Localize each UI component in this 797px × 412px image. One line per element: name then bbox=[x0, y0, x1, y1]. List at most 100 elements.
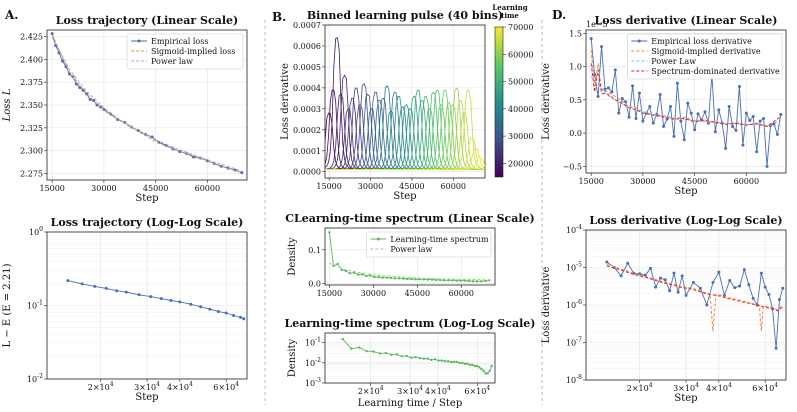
data-point bbox=[738, 284, 742, 288]
data-point bbox=[480, 280, 483, 283]
x-axis-label: Step bbox=[674, 393, 697, 404]
data-point bbox=[93, 284, 97, 288]
data-point bbox=[610, 90, 614, 94]
data-point bbox=[672, 271, 676, 275]
tick-label: 45000 bbox=[143, 184, 168, 193]
data-point bbox=[698, 286, 702, 290]
data-point bbox=[686, 101, 690, 105]
chart-title: Binned learning pulse (40 bins) bbox=[307, 9, 503, 22]
data-point bbox=[426, 278, 430, 281]
data-point bbox=[340, 268, 343, 272]
data-point bbox=[377, 275, 380, 279]
tick-label: 15000 bbox=[578, 177, 603, 186]
tick-label: 0.5 bbox=[569, 96, 582, 105]
data-point bbox=[734, 128, 738, 132]
data-point bbox=[486, 372, 489, 375]
data-point bbox=[691, 280, 695, 284]
data-point bbox=[619, 274, 623, 278]
legend: Empirical loss derivativeSigmoid-implied… bbox=[626, 33, 783, 80]
tick-label: 60000 bbox=[734, 177, 759, 186]
data-point bbox=[774, 346, 778, 350]
legend-marker bbox=[137, 39, 141, 43]
tick-label: 0.0003 bbox=[293, 105, 321, 114]
tick-label: 2.400 bbox=[20, 55, 43, 64]
data-point bbox=[747, 283, 751, 287]
tick-label: 4×104 bbox=[167, 381, 193, 392]
tick-label: 2×104 bbox=[358, 385, 384, 396]
data-point bbox=[484, 279, 487, 283]
legend-entry: Power Law bbox=[651, 57, 696, 66]
plot-frame bbox=[585, 29, 787, 174]
plot-frame bbox=[324, 227, 496, 286]
data-point bbox=[748, 118, 752, 122]
data-point bbox=[397, 277, 401, 280]
data-point bbox=[192, 155, 196, 159]
tick-label: −0.5 bbox=[563, 162, 582, 171]
data-point bbox=[50, 32, 54, 36]
series-line bbox=[606, 264, 784, 332]
data-point bbox=[440, 359, 443, 362]
data-point bbox=[763, 285, 767, 289]
data-point bbox=[341, 337, 344, 341]
data-point bbox=[641, 119, 645, 123]
data-point bbox=[115, 289, 119, 293]
tick-label: 0.0002 bbox=[293, 126, 321, 135]
data-point bbox=[393, 277, 397, 280]
x-axis-label: Step bbox=[674, 186, 697, 197]
series-line bbox=[342, 338, 493, 374]
data-point bbox=[724, 146, 728, 150]
x-axis-label: Step bbox=[135, 193, 158, 204]
legend-entry: Power law bbox=[151, 57, 193, 66]
x-axis-label: Learning time / Step bbox=[358, 398, 463, 409]
data-point bbox=[414, 355, 417, 359]
data-point bbox=[713, 130, 717, 134]
data-point bbox=[775, 132, 779, 136]
y-axis-label: Loss derivative bbox=[280, 63, 291, 140]
tick-label: 0.0001 bbox=[293, 147, 321, 156]
data-point bbox=[434, 278, 438, 282]
colorbar-label: Learning time bbox=[492, 3, 527, 20]
panel-label-d: D. bbox=[552, 8, 566, 22]
data-point bbox=[446, 360, 450, 363]
tick-label: 0.0007 bbox=[293, 21, 321, 30]
data-point bbox=[471, 363, 474, 366]
data-point bbox=[124, 290, 128, 294]
tick-label: 2.325 bbox=[20, 124, 43, 133]
chart-c_top: 15000 30000 45000 60000 0.0 0.1 CLearning-time… bbox=[285, 212, 535, 298]
data-point bbox=[613, 68, 617, 72]
legend-box bbox=[366, 231, 492, 258]
data-point bbox=[418, 356, 422, 360]
data-point bbox=[717, 108, 721, 112]
colorbar bbox=[494, 26, 504, 178]
tick-label: 1.0 bbox=[569, 63, 582, 72]
data-point bbox=[95, 103, 99, 107]
tick-label: 30000 bbox=[361, 289, 386, 298]
data-point bbox=[741, 143, 745, 147]
legend-entry: Spectrum-dominated derivative bbox=[651, 67, 780, 76]
tick-label: 45000 bbox=[682, 177, 707, 186]
data-point bbox=[480, 367, 483, 371]
chart-a_top: 15000 30000 45000 60000 2.275 2.300 2.325 2.350… bbox=[2, 14, 248, 204]
pulse-group bbox=[325, 36, 485, 171]
data-point bbox=[758, 119, 762, 123]
data-point bbox=[216, 309, 220, 313]
data-point bbox=[461, 361, 464, 365]
tick-label: 1.5 bbox=[569, 29, 582, 38]
tick-label: 15000 bbox=[316, 182, 341, 191]
plot-frame bbox=[324, 24, 486, 179]
x-axis-label: Step bbox=[135, 392, 158, 403]
data-point bbox=[224, 311, 228, 315]
data-point bbox=[459, 279, 462, 282]
legend-marker bbox=[376, 237, 380, 241]
tick-label: 45000 bbox=[399, 182, 424, 191]
data-point bbox=[733, 286, 737, 290]
plot-frame bbox=[324, 332, 496, 384]
data-point bbox=[762, 116, 766, 120]
data-point bbox=[385, 276, 389, 279]
data-point bbox=[452, 360, 456, 364]
data-point bbox=[189, 302, 193, 306]
chart-title: Loss trajectory (Linear Scale) bbox=[56, 14, 238, 27]
tick-label: 100 bbox=[29, 226, 43, 237]
tick-label: 0.0004 bbox=[293, 84, 321, 93]
